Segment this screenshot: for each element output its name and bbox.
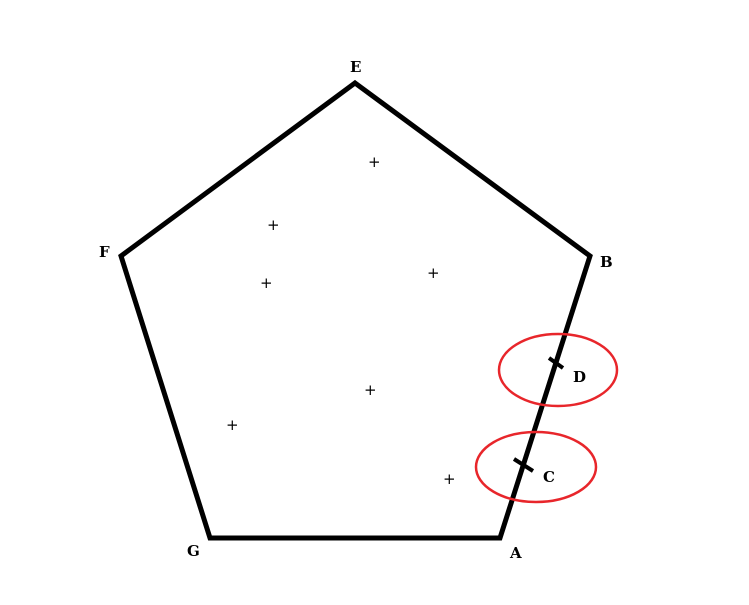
point-label-d: D <box>573 368 586 386</box>
tick-mark-c <box>512 457 535 473</box>
interior-marker: + <box>368 153 381 171</box>
interior-marker: + <box>443 470 456 488</box>
highlight-ellipse-c <box>474 430 598 504</box>
interior-marker: + <box>427 264 440 282</box>
vertex-label-a: A <box>509 544 522 562</box>
vertex-label-b: B <box>600 253 613 271</box>
interior-marker: + <box>226 416 239 434</box>
interior-marker: + <box>267 216 280 234</box>
tick-mark-d <box>547 356 565 370</box>
point-label-c: C <box>543 468 555 486</box>
interior-marker: + <box>364 381 377 399</box>
vertex-label-g: G <box>187 542 200 560</box>
vertex-label-e: E <box>350 58 361 76</box>
interior-marker: + <box>260 274 273 292</box>
highlight-ellipse-d <box>497 332 619 408</box>
vertex-label-f: F <box>99 243 110 261</box>
pentagon-outline <box>118 79 593 541</box>
